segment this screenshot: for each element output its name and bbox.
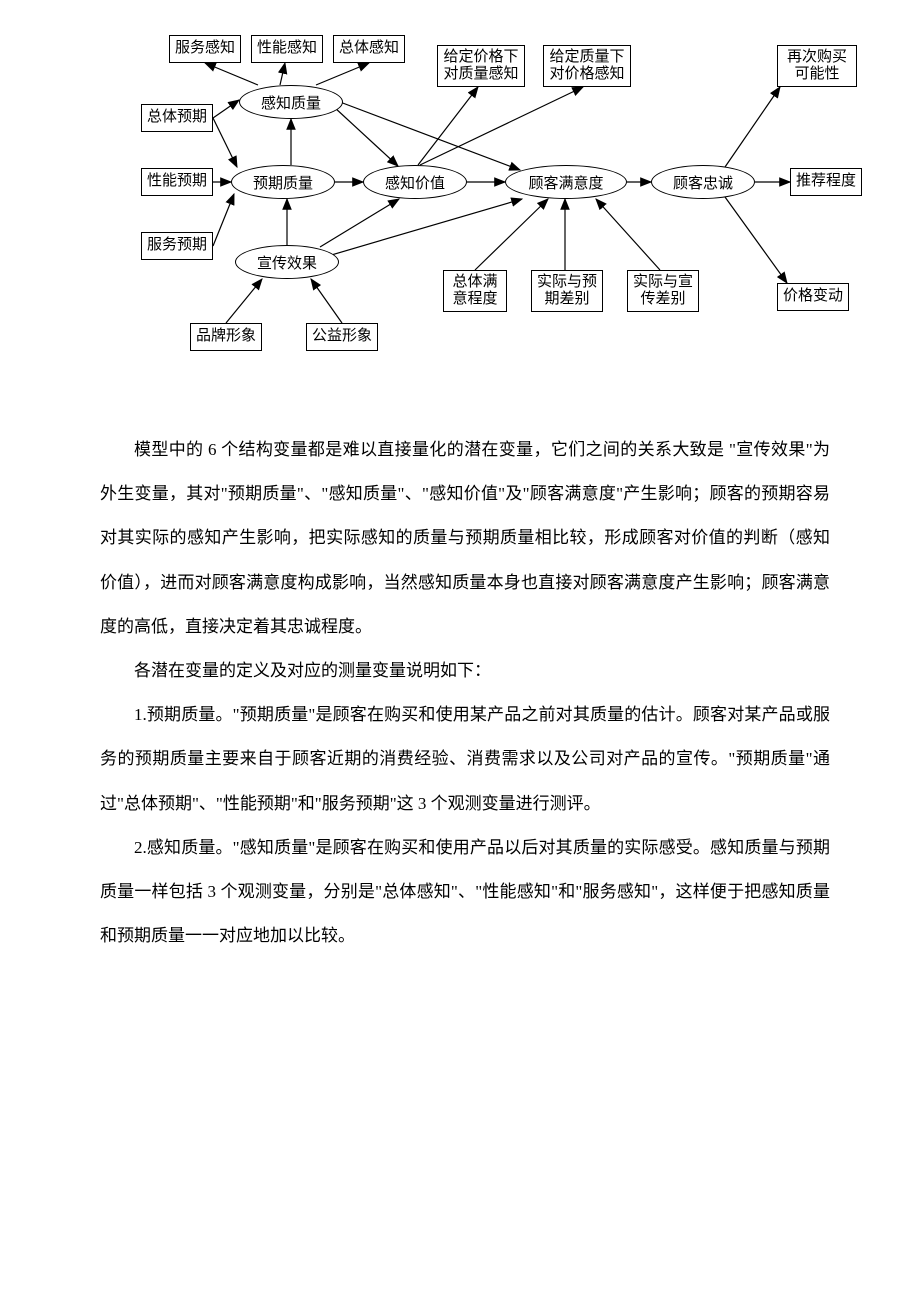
box-recommend: 推荐程度 — [790, 168, 862, 196]
body-text: 模型中的 6 个结构变量都是难以直接量化的潜在变量，它们之间的关系大致是 "宣传… — [0, 368, 920, 1018]
box-actual-vs-expect: 实际与预 期差别 — [531, 270, 603, 312]
paragraph-4: 2.感知质量。"感知质量"是顾客在购买和使用产品以后对其质量的实际感受。感知质量… — [100, 826, 830, 959]
box-brand-image: 品牌形象 — [190, 323, 262, 351]
box-price-change: 价格变动 — [777, 283, 849, 311]
box-overall-expect: 总体预期 — [141, 104, 213, 132]
ellipse-expected-quality: 预期质量 — [231, 165, 335, 199]
page: 服务感知 性能感知 总体感知 给定价格下 对质量感知 给定质量下 对价格感知 再… — [0, 0, 920, 1018]
ellipse-promotion: 宣传效果 — [235, 245, 339, 279]
paragraph-1: 模型中的 6 个结构变量都是难以直接量化的潜在变量，它们之间的关系大致是 "宣传… — [100, 428, 830, 649]
box-given-price-quality: 给定价格下 对质量感知 — [437, 45, 525, 87]
ellipse-perceived-quality: 感知质量 — [239, 85, 343, 119]
box-overall-perception: 总体感知 — [333, 35, 405, 63]
ellipse-loyalty: 顾客忠诚 — [651, 165, 755, 199]
ellipse-perceived-value: 感知价值 — [363, 165, 467, 199]
box-given-quality-price: 给定质量下 对价格感知 — [543, 45, 631, 87]
paragraph-3: 1.预期质量。"预期质量"是顾客在购买和使用某产品之前对其质量的估计。顾客对某产… — [100, 693, 830, 826]
flowchart-diagram: 服务感知 性能感知 总体感知 给定价格下 对质量感知 给定质量下 对价格感知 再… — [0, 0, 920, 368]
box-service-perception: 服务感知 — [169, 35, 241, 63]
ellipse-satisfaction: 顾客满意度 — [505, 165, 627, 199]
box-actual-vs-promo: 实际与宣 传差别 — [627, 270, 699, 312]
box-overall-satisfaction-degree: 总体满 意程度 — [443, 270, 507, 312]
box-service-expect: 服务预期 — [141, 232, 213, 260]
box-repurchase: 再次购买 可能性 — [777, 45, 857, 87]
box-performance-perception: 性能感知 — [251, 35, 323, 63]
box-performance-expect: 性能预期 — [141, 168, 213, 196]
paragraph-2: 各潜在变量的定义及对应的测量变量说明如下： — [100, 649, 830, 693]
box-public-image: 公益形象 — [306, 323, 378, 351]
